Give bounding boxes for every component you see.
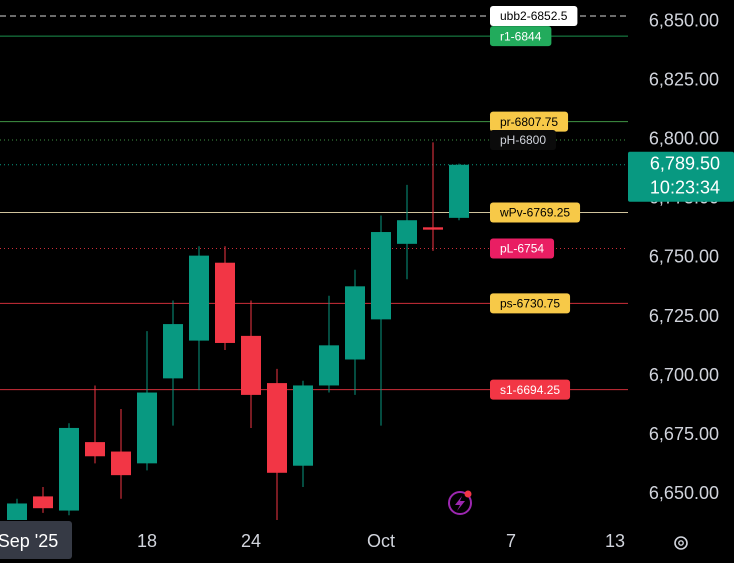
y-tick-label: 6,725.00 <box>649 306 719 326</box>
level-label: pr-6807.75 <box>490 111 569 132</box>
level-label-text: pr-6807.75 <box>500 115 558 129</box>
level-label: pL-6754 <box>490 238 555 259</box>
level-label: wPv-6769.25 <box>490 202 581 223</box>
y-tick-label: 6,800.00 <box>649 129 719 149</box>
candle-body <box>319 345 339 386</box>
y-tick-label: 6,700.00 <box>649 365 719 385</box>
level-label: ubb2-6852.5 <box>490 6 578 27</box>
x-label-box <box>0 521 72 559</box>
candle-body <box>189 255 209 341</box>
candle-body <box>137 392 157 464</box>
y-tick-label: 6,825.00 <box>649 70 719 90</box>
level-label-text: ps-6730.75 <box>500 297 560 311</box>
level-label: s1-6694.25 <box>490 379 571 400</box>
level-label-box <box>490 379 571 400</box>
level-label-box <box>490 238 555 259</box>
level-label-text: wPv-6769.25 <box>499 206 570 220</box>
candle-body <box>85 442 105 457</box>
candle-body <box>267 383 287 473</box>
price-box <box>628 151 734 202</box>
candle-body <box>7 503 27 523</box>
price-axis <box>628 0 734 563</box>
y-tick-label: 6,650.00 <box>649 483 719 503</box>
level-label: r1-6844 <box>490 26 552 47</box>
x-tick-label: Oct <box>367 531 395 551</box>
level-label-text: pH-6800 <box>500 133 546 147</box>
candle-body <box>59 427 79 511</box>
level-label-box <box>490 26 552 47</box>
settings-icon[interactable] <box>674 536 688 550</box>
price-countdown: 10:23:34 <box>650 178 720 198</box>
time-axis <box>0 520 628 563</box>
candle-body <box>371 232 391 320</box>
candle-body <box>449 164 469 218</box>
candle-body <box>293 385 313 466</box>
candle-body <box>111 451 131 476</box>
price-label: 6,789.50 <box>650 154 720 174</box>
y-tick-label: 6,675.00 <box>649 424 719 444</box>
x-tick-label: 7 <box>506 531 516 551</box>
level-label-text: s1-6694.25 <box>500 383 560 397</box>
x-tick-label: 13 <box>605 531 625 551</box>
lightning-icon[interactable] <box>448 490 472 515</box>
candle-body <box>345 286 365 360</box>
level-label: ps-6730.75 <box>490 293 571 314</box>
level-label-box <box>490 6 578 27</box>
candle-body <box>241 335 261 395</box>
level-label-text: r1-6844 <box>500 29 542 43</box>
x-tick-label: Sep '25 <box>0 531 58 551</box>
level-label-box <box>490 129 557 150</box>
level-label: pH-6800 <box>490 129 557 150</box>
level-label-text: ubb2-6852.5 <box>500 9 568 23</box>
y-tick-label: 6,850.00 <box>649 11 719 31</box>
x-tick-label: 18 <box>137 531 157 551</box>
candle-body <box>33 496 53 509</box>
candle-body <box>215 262 235 343</box>
candle-body <box>163 324 183 379</box>
level-label-box <box>490 202 581 223</box>
candle-body <box>423 227 443 230</box>
y-tick-label: 6,750.00 <box>649 247 719 267</box>
level-label-box <box>490 293 571 314</box>
candle-body <box>397 220 417 244</box>
level-label-text: pL-6754 <box>500 242 544 256</box>
level-label-box <box>490 111 569 132</box>
x-tick-label: 24 <box>241 531 261 551</box>
